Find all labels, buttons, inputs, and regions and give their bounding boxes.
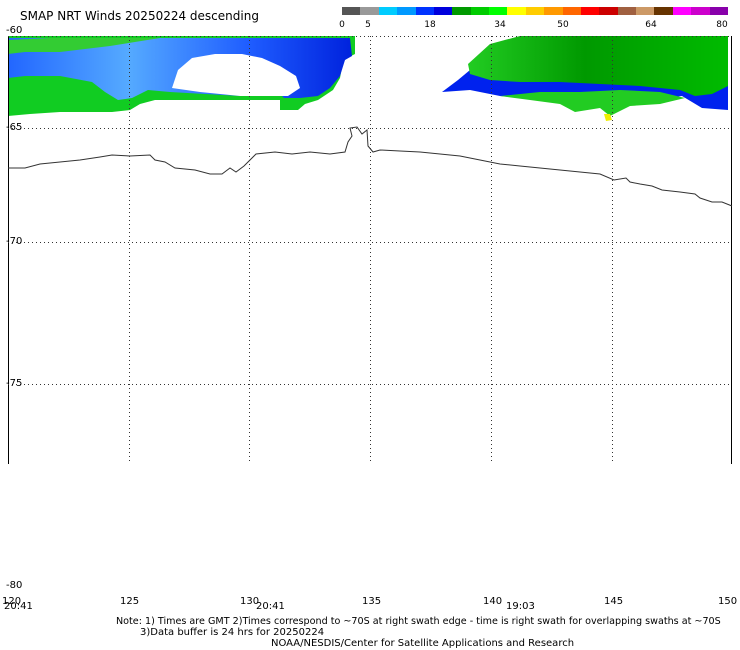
colorbar-segment — [691, 7, 710, 15]
swath-gap — [172, 54, 300, 96]
colorbar-segment — [378, 7, 398, 15]
map-frame — [8, 36, 732, 464]
colorbar-label: 64 — [645, 20, 657, 30]
colorbar-segment — [397, 7, 416, 15]
colorbar-label: 34 — [494, 20, 506, 30]
colorbar-segment — [415, 7, 434, 15]
swath-time: 20:41 — [4, 601, 33, 612]
colorbar-segment — [672, 7, 692, 15]
lon-label: 130 — [240, 596, 260, 607]
lon-label: 120 — [2, 596, 22, 607]
colorbar-segment — [654, 7, 673, 15]
wind-swath-left-green-band — [8, 38, 160, 54]
lat-label: -80 — [6, 580, 23, 591]
colorbar-segment — [709, 7, 728, 15]
colorbar-segment — [599, 7, 618, 15]
colorbar-segment — [580, 7, 600, 15]
colorbar-segment — [636, 7, 655, 15]
colorbar-segment — [562, 7, 581, 15]
lon-label: 145 — [604, 596, 624, 607]
wind-swath-right-green-lower — [500, 90, 685, 116]
lon-label: 135 — [362, 596, 382, 607]
colorbar-label: 0 — [339, 20, 345, 30]
colorbar-segment — [617, 7, 636, 15]
map-title: SMAP NRT Winds 20250224 descending — [20, 9, 259, 23]
lat-label: -70 — [6, 236, 23, 247]
note-credit: NOAA/NESDIS/Center for Satellite Applica… — [271, 638, 575, 649]
wind-swath-right-green — [468, 36, 728, 96]
colorbar-segment — [525, 7, 545, 15]
coastline — [8, 126, 733, 207]
colorbar-segment — [507, 7, 526, 15]
colorbar-label: 80 — [716, 20, 728, 30]
colorbar-segment — [360, 7, 379, 15]
lat-label: -60 — [6, 25, 23, 36]
lat-label: -65 — [6, 122, 23, 133]
colorbar-label: 50 — [557, 20, 569, 30]
colorbar-label: 18 — [424, 20, 436, 30]
note-line-2: 3)Data buffer is 24 hrs for 20250224 — [140, 627, 325, 638]
swath-time: 20:41 — [256, 601, 285, 612]
lon-label: 150 — [718, 596, 738, 607]
colorbar-segment — [342, 7, 361, 15]
colorbar-segment — [470, 7, 489, 15]
colorbar-segment — [489, 7, 508, 15]
colorbar-segment — [433, 7, 453, 15]
colorbar-segment — [544, 7, 563, 15]
swath-time: 19:03 — [506, 601, 535, 612]
lon-label: 140 — [483, 596, 503, 607]
graticule — [8, 36, 732, 464]
lon-label: 125 — [120, 596, 140, 607]
wind-swath-yellow-patch — [604, 114, 612, 121]
note-line-1: Note: 1) Times are GMT 2)Times correspon… — [116, 616, 721, 627]
lat-label: -75 — [6, 378, 23, 389]
colorbar-label: 5 — [365, 20, 371, 30]
wind-speed-colorbar — [342, 7, 728, 15]
colorbar-segment — [452, 7, 471, 15]
